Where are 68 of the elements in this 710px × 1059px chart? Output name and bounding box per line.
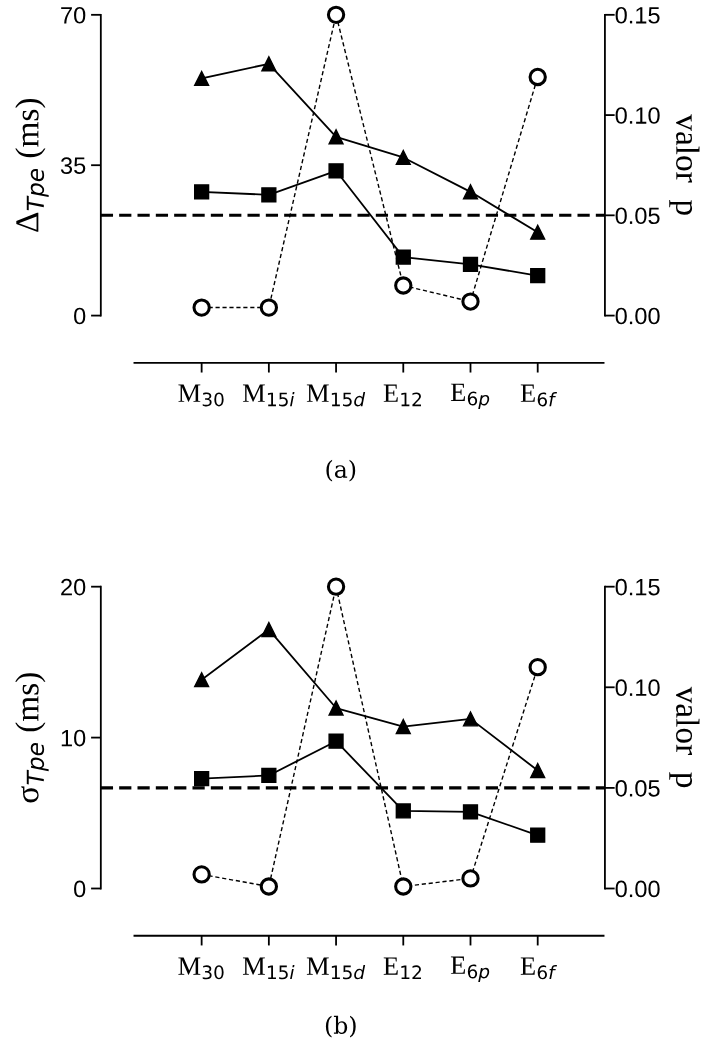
point [261, 767, 277, 784]
x-tick-label: M$_{15d}$ [306, 384, 366, 407]
point [261, 56, 277, 72]
x-tick-label: E$_{12}$ [383, 957, 421, 980]
point [462, 804, 479, 820]
x-tick-label: E$_{6p}$ [450, 956, 490, 983]
point [328, 733, 344, 749]
point [259, 298, 279, 317]
point [192, 298, 211, 317]
point [261, 621, 277, 638]
point [528, 658, 547, 677]
point [394, 276, 413, 295]
y2-tick-label: 0.15 [615, 578, 660, 596]
point [395, 249, 411, 265]
point [530, 224, 546, 240]
point [530, 267, 546, 284]
point [530, 827, 546, 843]
y-axis-title: Δ$_{Tpe}$ (ms) [15, 98, 49, 232]
point [461, 292, 480, 311]
point [261, 187, 277, 203]
point [326, 577, 346, 596]
point [192, 865, 211, 884]
text: (b) [325, 1015, 356, 1038]
y2-tick-label: 0.10 [615, 679, 660, 697]
y-tick-label: 35 [60, 157, 86, 174]
y2-tick-label: 0.10 [615, 107, 660, 124]
point [194, 184, 210, 200]
point [394, 877, 413, 896]
point [395, 803, 411, 819]
point [328, 163, 344, 179]
y-tick-label: 20 [61, 578, 86, 596]
y2-axis-title: valor p [669, 114, 700, 215]
y2-axis-title: valor p [669, 686, 700, 788]
x-tick-label: E$_{12}$ [383, 384, 421, 407]
point [462, 711, 479, 727]
point [194, 70, 210, 87]
y-tick-label: 0 [74, 307, 86, 325]
y2-tick-label: 0.15 [615, 6, 660, 24]
x-tick-label: E$_{6p}$ [450, 383, 490, 410]
point [194, 672, 210, 688]
point [259, 877, 279, 896]
point [462, 256, 479, 273]
x-tick-label: M$_{15d}$ [306, 957, 366, 980]
point [461, 869, 480, 888]
y2-tick-label: 0.00 [615, 880, 660, 898]
point [395, 718, 411, 735]
y-tick-label: 10 [61, 729, 86, 747]
point [326, 5, 346, 24]
x-tick-label: E$_{6f}$ [520, 957, 557, 980]
y-tick-label: 0 [74, 880, 86, 898]
y2-tick-label: 0.00 [615, 307, 660, 325]
point [395, 149, 411, 166]
point [530, 762, 546, 779]
x-tick-label: M$_{30}$ [178, 384, 224, 407]
text: (a) [326, 459, 356, 482]
x-tick-label: M$_{30}$ [178, 957, 224, 980]
x-tick-label: E$_{6f}$ [520, 384, 557, 407]
y-tick-label: 70 [61, 6, 86, 24]
point [462, 184, 479, 200]
y2-tick-label: 0.05 [615, 207, 660, 225]
point [328, 129, 344, 145]
point [328, 700, 344, 716]
x-tick-label: M$_{15i}$ [242, 957, 295, 980]
point [528, 67, 547, 87]
point [194, 771, 210, 787]
y2-tick-label: 0.05 [615, 779, 660, 797]
x-tick-label: M$_{15i}$ [242, 384, 295, 407]
y-axis-title: σ$_{Tpe}$ (ms) [15, 673, 49, 803]
